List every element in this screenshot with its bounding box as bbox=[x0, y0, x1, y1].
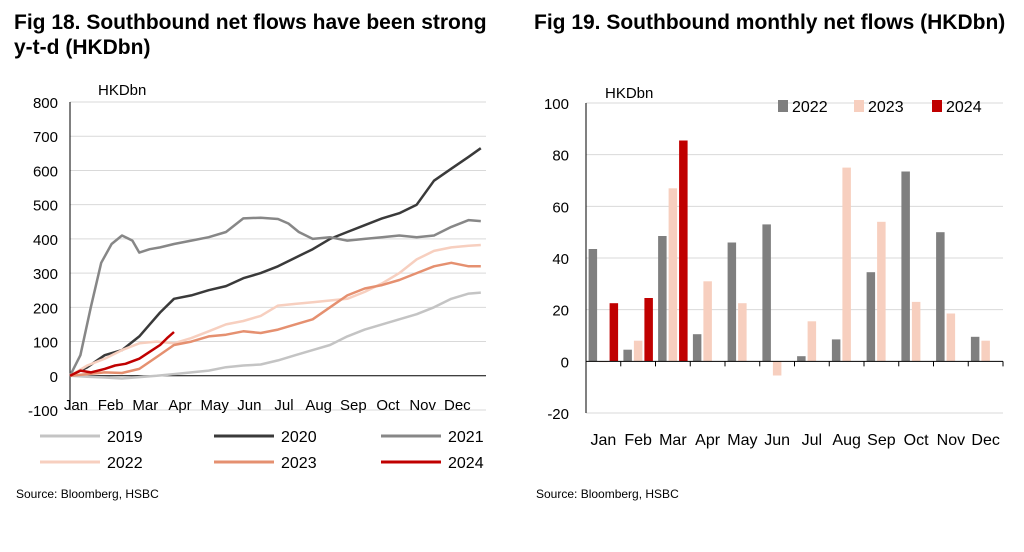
unit-label: HKDbn bbox=[98, 82, 146, 99]
legend-label-2021: 2021 bbox=[448, 429, 484, 446]
x-tick-label: Aug bbox=[305, 397, 332, 414]
x-tick-label: Dec bbox=[971, 432, 999, 449]
legend-label-2023: 2023 bbox=[868, 99, 904, 116]
bar-2022-apr bbox=[692, 334, 702, 362]
bar-2024-jan bbox=[609, 303, 619, 362]
legend-label-2024: 2024 bbox=[946, 99, 982, 116]
bar-2023-dec bbox=[981, 340, 990, 362]
bar-2022-oct bbox=[901, 171, 910, 362]
legend-swatch-2022 bbox=[778, 100, 788, 112]
series-line-2020 bbox=[69, 147, 482, 377]
x-tick-label: May bbox=[200, 397, 229, 414]
y-tick-label: 200 bbox=[33, 300, 58, 317]
fig18-line-chart: 800 700 600 500 400 300 200 100 0 -100 HKDbn Jan Feb… bbox=[28, 82, 486, 472]
bar-2023-apr bbox=[703, 281, 712, 362]
y-tick-label: 100 bbox=[33, 335, 58, 352]
bar-2023-mar bbox=[668, 188, 678, 362]
bar-2024-mar bbox=[679, 140, 688, 362]
y-tick-label: 60 bbox=[552, 199, 569, 216]
bar-2022-sep bbox=[866, 272, 876, 362]
x-tick-label: Mar bbox=[659, 432, 687, 449]
legend-label-2020: 2020 bbox=[281, 429, 317, 446]
x-tick-label: Dec bbox=[444, 397, 471, 414]
bar-2022-jul bbox=[797, 356, 806, 362]
y-tick-label: -20 bbox=[547, 406, 569, 423]
legend-label-2023: 2023 bbox=[281, 455, 317, 472]
bar-2023-may bbox=[738, 303, 747, 362]
legend-label-2019: 2019 bbox=[107, 429, 143, 446]
x-tick-label: Sep bbox=[867, 432, 896, 449]
y-tick-label: 300 bbox=[33, 266, 58, 283]
fig18-title: Fig 18. Southbound net flows have been s… bbox=[14, 11, 487, 59]
legend-label-2022: 2022 bbox=[792, 99, 828, 116]
x-tick-label: Aug bbox=[832, 432, 860, 449]
legend-label-2022: 2022 bbox=[107, 455, 143, 472]
x-tick-label: Jun bbox=[237, 397, 261, 414]
x-tick-label: Sep bbox=[340, 397, 367, 414]
y-tick-label: 40 bbox=[552, 251, 569, 268]
bar-2022-aug bbox=[831, 339, 841, 362]
bar-2022-jun bbox=[762, 224, 771, 362]
fig19-title: Fig 19. Southbound monthly net flows (HK… bbox=[534, 11, 1006, 34]
x-tick-label: Jul bbox=[802, 432, 822, 449]
bar-2022-may bbox=[727, 242, 737, 362]
bar-2023-sep bbox=[877, 221, 886, 362]
bar-2023-jul bbox=[807, 321, 817, 362]
y-tick-label: 80 bbox=[552, 148, 569, 165]
x-tick-label: Oct bbox=[904, 432, 929, 449]
unit-label: HKDbn bbox=[605, 85, 653, 102]
bar-2022-nov bbox=[936, 232, 945, 362]
x-tick-label: Apr bbox=[695, 432, 721, 449]
x-tick-label: Jul bbox=[274, 397, 293, 414]
bar-2023-feb bbox=[633, 340, 643, 362]
y-tick-label: 20 bbox=[552, 303, 569, 320]
x-tick-label: Jan bbox=[590, 432, 616, 449]
bar-2022-dec bbox=[970, 336, 980, 362]
bar-2023-nov bbox=[946, 313, 956, 362]
x-tick-label: Mar bbox=[132, 397, 158, 414]
y-tick-label: -100 bbox=[28, 403, 58, 420]
x-tick-label: May bbox=[727, 432, 757, 449]
legend-swatch-2023 bbox=[854, 100, 864, 112]
x-tick-label: Jan bbox=[64, 397, 88, 414]
series-line-2024 bbox=[69, 331, 175, 377]
series-line-2022 bbox=[69, 243, 481, 377]
x-tick-label: Nov bbox=[937, 432, 965, 449]
y-tick-label: 800 bbox=[33, 95, 58, 112]
y-tick-label: 100 bbox=[544, 96, 569, 113]
bar-2023-oct bbox=[911, 301, 921, 362]
x-tick-label: Feb bbox=[98, 397, 124, 414]
bar-2024-feb bbox=[644, 298, 653, 362]
y-tick-label: 400 bbox=[33, 232, 58, 249]
fig19-source: Source: Bloomberg, HSBC bbox=[536, 487, 679, 501]
x-tick-label: Jun bbox=[764, 432, 790, 449]
bar-2023-jun bbox=[772, 361, 782, 376]
bar-2023-aug bbox=[842, 167, 851, 362]
series-line-2019 bbox=[69, 291, 481, 380]
legend-swatch-2024 bbox=[932, 100, 942, 112]
y-tick-label: 600 bbox=[33, 163, 58, 180]
y-tick-label: 700 bbox=[33, 129, 58, 146]
y-tick-label: 0 bbox=[561, 354, 569, 371]
series-line-2021 bbox=[68, 216, 481, 377]
x-tick-label: Apr bbox=[168, 397, 191, 414]
x-tick-label: Nov bbox=[409, 397, 436, 414]
bar-2022-feb bbox=[623, 349, 632, 362]
x-tick-label: Oct bbox=[376, 397, 400, 414]
series-line-2023 bbox=[69, 261, 481, 378]
legend-label-2024: 2024 bbox=[448, 455, 484, 472]
bar-2022-jan bbox=[588, 249, 598, 362]
x-tick-label: Feb bbox=[624, 432, 652, 449]
fig18-source: Source: Bloomberg, HSBC bbox=[16, 487, 159, 501]
y-tick-label: 500 bbox=[33, 198, 58, 215]
bar-2022-mar bbox=[658, 236, 667, 362]
y-tick-label: 0 bbox=[50, 369, 58, 386]
